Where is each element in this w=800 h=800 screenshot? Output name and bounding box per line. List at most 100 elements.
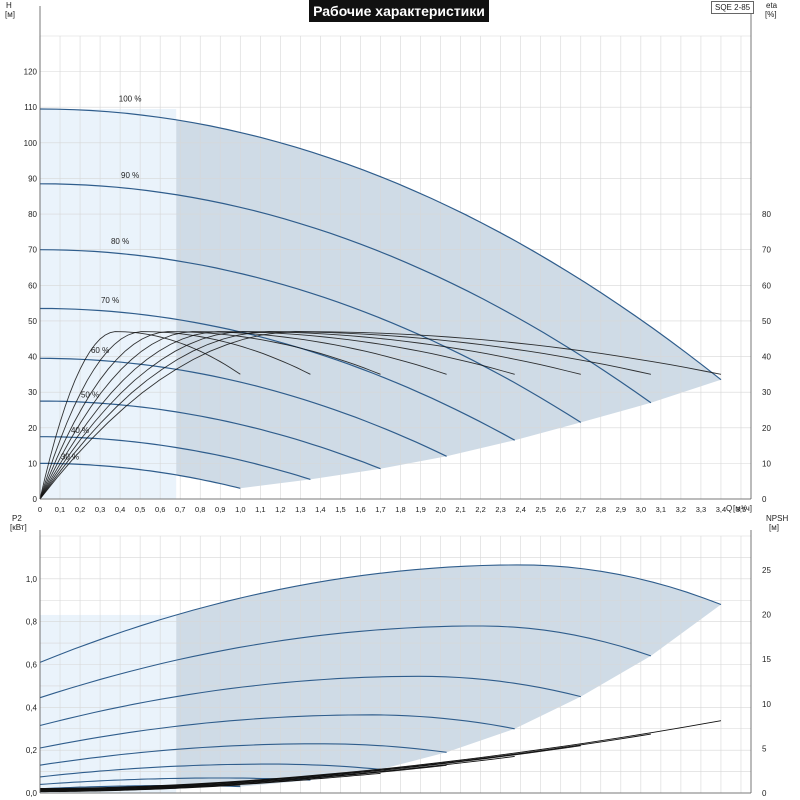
flow-axis-unit: [м³/ч] <box>733 504 752 513</box>
flow-tick-label: 2,8 <box>596 505 606 514</box>
head-curve-label: 100 % <box>119 95 142 104</box>
head-curve <box>39 108 722 381</box>
flow-tick-label: 3,1 <box>656 505 666 514</box>
efficiency-curve <box>39 331 722 500</box>
head-tick-label: 50 <box>28 317 37 326</box>
head-curve <box>39 357 447 457</box>
head-tick-label: 20 <box>28 424 37 433</box>
head-tick-label: 10 <box>28 459 37 468</box>
flow-tick-label: 1,6 <box>355 505 365 514</box>
eta-tick-label: 0 <box>762 495 767 504</box>
efficiency-curve <box>39 331 581 500</box>
flow-tick-label: 1,7 <box>375 505 385 514</box>
power-axes: 0,0 0,2 0,4 0,6 0,8 1,0 0 5 10 15 20 25 <box>26 530 771 798</box>
head-curve <box>40 400 381 470</box>
power-envelope <box>176 564 721 787</box>
operating-envelope <box>176 119 721 489</box>
eta-tick-label: 30 <box>762 388 771 397</box>
flow-tick-label: 0,7 <box>175 505 185 514</box>
flow-tick-label: 2,3 <box>495 505 505 514</box>
head-curve <box>40 307 515 441</box>
flow-tick-label: 0,5 <box>135 505 145 514</box>
flow-tick-label: 0,4 <box>115 505 125 514</box>
power-tick-label: 0,8 <box>26 618 38 627</box>
head-curve-label: 30 % <box>61 453 79 462</box>
flow-tick-label: 2,1 <box>455 505 465 514</box>
chart-title: Рабочие характеристики <box>309 0 489 22</box>
head-curve-label: 60 % <box>91 346 109 355</box>
flow-tick-label: 2,4 <box>515 505 525 514</box>
efficiency-curve <box>39 331 447 500</box>
head-curve-label: 90 % <box>121 171 139 180</box>
head-tick-label: 110 <box>24 103 37 112</box>
npsh-curve <box>40 745 581 790</box>
power-curve <box>39 714 515 749</box>
head-axis-title: H <box>6 1 12 10</box>
npsh-axis-title: NPSH <box>766 514 789 523</box>
eta-tick-label: 20 <box>762 424 771 433</box>
power-envelope-layer <box>40 564 721 793</box>
power-curve <box>39 675 581 727</box>
flow-axis-title: Q <box>726 504 733 513</box>
flow-tick-label: 0,6 <box>155 505 165 514</box>
power-curve <box>39 743 447 766</box>
npsh-curve <box>40 784 241 793</box>
flow-tick-label: 1,5 <box>335 505 345 514</box>
head-curves-layer: 100 %90 %80 %70 %60 %50 %40 %30 % <box>39 95 722 489</box>
power-curve <box>39 763 381 778</box>
eta-tick-label: 50 <box>762 317 771 326</box>
efficiency-curve <box>39 331 311 500</box>
flow-tick-label: 0,8 <box>195 505 205 514</box>
power-grid <box>39 535 751 794</box>
npsh-curves-layer <box>39 720 722 793</box>
head-curve <box>39 249 582 423</box>
eta-axis-title: eta <box>766 1 778 10</box>
flow-tick-label: 0,3 <box>95 505 105 514</box>
eta-tick-label: 10 <box>762 459 771 468</box>
flow-tick-label: 0,9 <box>215 505 225 514</box>
head-tick-label: 60 <box>28 281 37 290</box>
npsh-tick-label: 10 <box>762 700 771 709</box>
power-tick-label: 0,4 <box>26 703 38 712</box>
head-tick-label: 80 <box>28 210 37 219</box>
flow-tick-label: 3,5 <box>736 505 746 514</box>
flow-tick-label: 1,2 <box>275 505 285 514</box>
flow-tick-label: 2,2 <box>475 505 485 514</box>
efficiency-curves-layer <box>39 331 722 500</box>
flow-tick-label: 1,1 <box>255 505 265 514</box>
npsh-tick-label: 20 <box>762 611 771 620</box>
flow-tick-label: 3,2 <box>676 505 686 514</box>
npsh-axis-unit: [м] <box>769 523 779 532</box>
head-curve-label: 70 % <box>101 296 119 305</box>
efficiency-curve <box>39 331 651 500</box>
power-axis-unit: [кВт] <box>10 523 27 532</box>
head-curve-label: 40 % <box>71 426 89 435</box>
flow-tick-label: 3,4 <box>716 505 726 514</box>
power-curves-layer <box>39 564 722 790</box>
eta-axis-unit: [%] <box>765 10 777 19</box>
pump-model-label: SQE 2-85 <box>711 1 755 14</box>
power-tick-label: 0,2 <box>26 746 38 755</box>
npsh-curve <box>40 779 311 792</box>
head-curve-label: 80 % <box>111 237 129 246</box>
power-tick-label: 0,6 <box>26 661 38 670</box>
head-curve <box>40 436 311 480</box>
head-tick-label: 90 <box>28 174 37 183</box>
power-tick-label: 1,0 <box>26 575 38 584</box>
head-tick-label: 40 <box>28 353 37 362</box>
npsh-tick-label: 15 <box>762 655 771 664</box>
flow-tick-label: 1,8 <box>395 505 405 514</box>
flow-tick-label: 0,1 <box>55 505 65 514</box>
npsh-curve <box>40 764 447 791</box>
eta-tick-label: 70 <box>762 246 771 255</box>
eta-tick-label: 60 <box>762 281 771 290</box>
npsh-tick-label: 5 <box>762 744 767 753</box>
head-tick-label: 0 <box>33 495 38 504</box>
efficiency-curve <box>39 331 381 500</box>
head-curve <box>39 183 652 404</box>
flow-tick-label: 2,6 <box>556 505 566 514</box>
efficiency-curve <box>39 331 241 500</box>
power-curve <box>39 564 722 663</box>
npsh-curve <box>39 720 722 789</box>
